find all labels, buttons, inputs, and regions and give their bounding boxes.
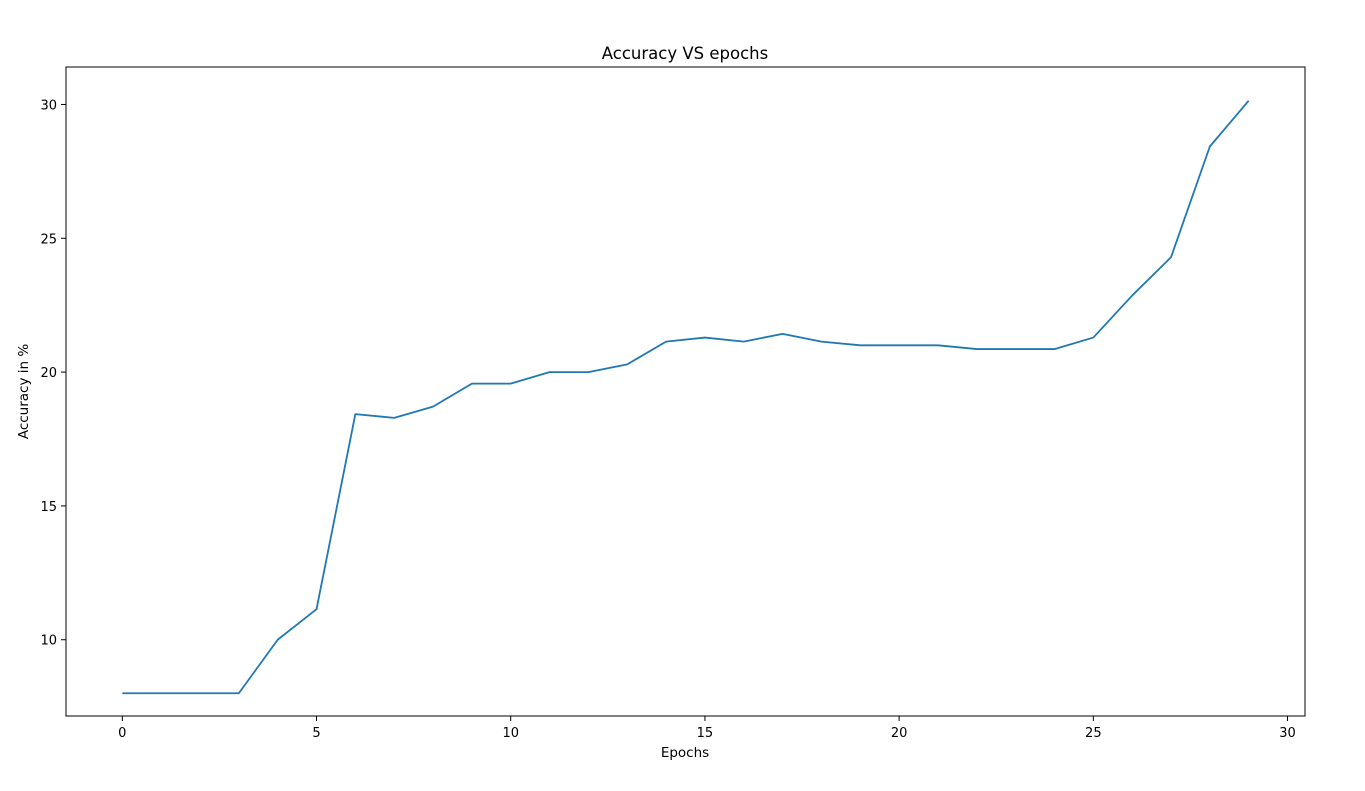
y-tick-label: 30: [40, 98, 57, 113]
x-tick-label: 20: [891, 726, 908, 741]
y-tick-label: 20: [40, 366, 57, 381]
x-tick-label: 15: [697, 726, 714, 741]
y-tick-label: 10: [40, 634, 57, 649]
plot-area: [122, 100, 1250, 695]
x-axis: 0 5 10 15 20 25 30: [118, 716, 1296, 741]
x-tick-label: 10: [502, 726, 519, 741]
series-line: [122, 100, 1250, 695]
x-tick-label: 0: [118, 726, 126, 741]
y-axis: 10 15 20 25 30: [40, 98, 66, 649]
chart-title: Accuracy VS epochs: [602, 44, 768, 63]
y-tick-label: 25: [40, 232, 57, 247]
x-tick-label: 25: [1085, 726, 1102, 741]
axes-frame: [65, 66, 1306, 717]
y-tick-label: 15: [40, 500, 57, 515]
x-tick-label: 5: [312, 726, 320, 741]
x-tick-label: 30: [1279, 726, 1296, 741]
x-axis-label: Epochs: [661, 745, 709, 761]
y-axis-label: Accuracy in %: [16, 344, 32, 440]
